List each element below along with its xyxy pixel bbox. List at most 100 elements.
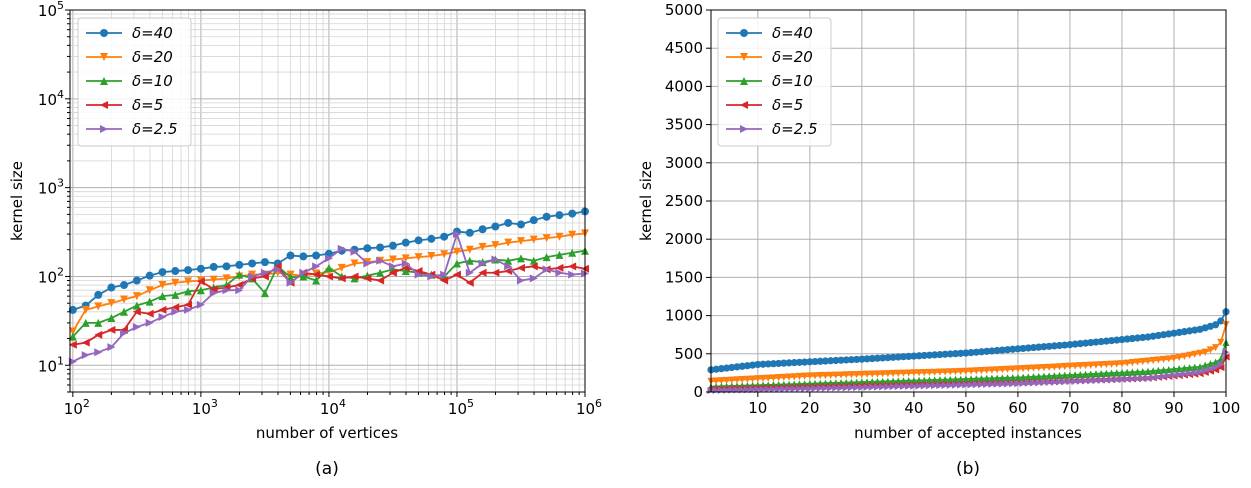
legend-label: δ=5	[772, 96, 803, 114]
data-point	[910, 369, 918, 377]
data-point	[324, 254, 333, 263]
data-point	[853, 355, 861, 364]
data-point	[401, 238, 410, 247]
data-point	[1040, 363, 1048, 372]
data-point	[209, 289, 218, 298]
data-point	[1003, 374, 1012, 382]
data-point	[107, 283, 116, 292]
x-tick-label: 60	[1008, 399, 1027, 417]
data-point	[967, 367, 975, 375]
data-point	[967, 381, 975, 389]
legend-marker	[100, 53, 108, 61]
data-point	[811, 372, 819, 380]
panel-a: 102 103 104 105 106 101 102 103 104 105 number of…	[8, 0, 602, 479]
data-point	[196, 264, 205, 273]
data-point	[555, 211, 564, 220]
data-point	[899, 369, 908, 377]
data-point	[884, 383, 892, 391]
data-point	[728, 363, 736, 372]
data-point	[769, 360, 778, 368]
legend-label: δ=40	[772, 24, 813, 42]
data-point	[1206, 365, 1214, 373]
data-point	[1118, 335, 1126, 344]
data-point	[957, 381, 965, 389]
data-point	[1170, 354, 1178, 362]
data-point	[222, 286, 231, 295]
data-point	[299, 272, 308, 281]
data-point	[1040, 372, 1048, 380]
data-point	[832, 356, 840, 365]
data-point	[1019, 379, 1027, 387]
data-point	[568, 209, 577, 218]
data-point	[1128, 359, 1136, 367]
data-point	[158, 312, 167, 321]
data-point	[81, 338, 90, 347]
data-point	[899, 382, 908, 390]
data-point	[1191, 350, 1199, 358]
data-point	[299, 252, 308, 261]
series-line-δ=2.5	[68, 230, 589, 366]
y-tick-label: 101	[38, 354, 64, 375]
data-point	[1081, 377, 1090, 385]
data-point	[806, 372, 814, 380]
data-point	[1133, 368, 1142, 376]
data-point	[858, 355, 866, 363]
data-point	[235, 260, 244, 269]
data-point	[743, 375, 752, 383]
data-point	[427, 272, 436, 281]
series-line-δ=2.5	[707, 348, 1230, 395]
data-point	[837, 371, 845, 379]
data-point	[132, 292, 141, 301]
x-tick-label: 105	[448, 397, 474, 418]
data-point	[1045, 378, 1053, 386]
y-tick-label: 1500	[665, 268, 703, 286]
data-point	[1024, 379, 1032, 387]
data-point	[858, 370, 866, 379]
data-point	[312, 262, 321, 271]
data-point	[1139, 368, 1147, 376]
legend-box	[77, 17, 192, 147]
data-point	[184, 300, 193, 309]
data-point	[555, 263, 564, 272]
data-point	[925, 368, 934, 377]
legend-marker	[740, 53, 748, 61]
x-tick-label: 40	[904, 399, 923, 417]
y-tick-label: 2500	[665, 192, 703, 210]
data-point	[1066, 341, 1074, 349]
data-point	[1003, 365, 1012, 373]
data-point	[780, 385, 788, 393]
data-point	[414, 270, 423, 279]
data-point	[196, 286, 205, 295]
data-point	[1201, 367, 1209, 375]
data-point	[1019, 344, 1027, 353]
data-point	[1019, 364, 1027, 373]
data-point	[107, 299, 116, 308]
data-point	[196, 277, 205, 286]
data-point	[728, 376, 736, 384]
data-point	[795, 385, 804, 393]
data-point	[363, 274, 372, 283]
data-point	[946, 381, 954, 389]
data-point	[1035, 364, 1043, 372]
data-point	[68, 357, 77, 366]
data-point	[1071, 340, 1079, 348]
data-point	[363, 259, 372, 268]
data-point	[1128, 375, 1136, 383]
data-point	[972, 381, 980, 389]
data-point	[1045, 372, 1053, 380]
legend-marker	[740, 29, 748, 37]
data-point	[68, 305, 77, 314]
data-point	[733, 363, 741, 371]
data-point	[376, 243, 385, 252]
data-point	[568, 270, 577, 279]
data-point	[120, 307, 129, 316]
data-point	[529, 216, 538, 225]
legend-b: δ=40 δ=20 δ=10 δ=5 δ=2.5	[717, 17, 832, 147]
panel-caption-a: (a)	[315, 459, 339, 479]
data-point	[465, 278, 474, 287]
data-point	[1154, 356, 1162, 364]
data-point	[998, 346, 1006, 354]
x-tick-label: 30	[852, 399, 871, 417]
data-point	[1128, 334, 1136, 343]
data-point	[465, 245, 474, 254]
